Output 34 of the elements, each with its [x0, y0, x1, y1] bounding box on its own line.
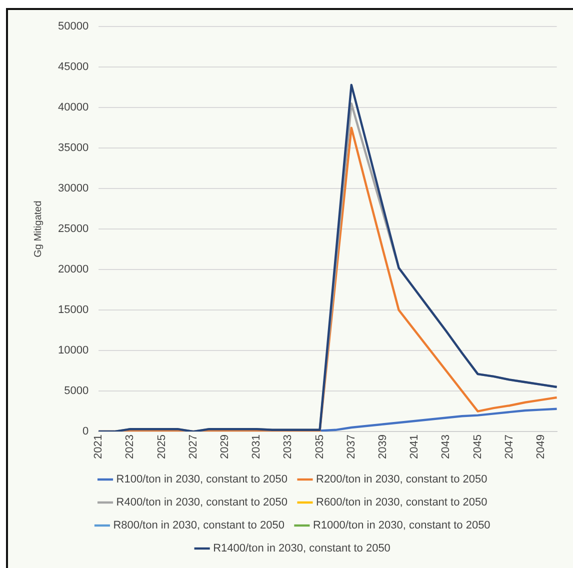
y-tick-label: 40000 — [58, 102, 89, 114]
y-tick-label: 10000 — [58, 344, 89, 357]
y-tick-label: 0 — [82, 426, 89, 438]
x-tick-label: 2037 — [345, 434, 358, 460]
y-tick-label: 50000 — [58, 20, 89, 33]
x-tick-label: 2041 — [408, 434, 421, 460]
y-tick-label: 20000 — [58, 264, 89, 276]
x-tick-label: 2045 — [472, 434, 484, 460]
y-tick-label: 30000 — [58, 182, 89, 195]
x-tick-label: 2043 — [440, 434, 452, 460]
x-tick-label: 2049 — [535, 434, 548, 460]
x-tick-label: 2047 — [503, 434, 516, 460]
y-tick-label: 15000 — [58, 304, 89, 316]
x-tick-label: 2023 — [124, 434, 136, 460]
legend-label: R200/ton in 2030, constant to 2050 — [316, 474, 488, 486]
x-tick-label: 2029 — [219, 434, 232, 460]
x-tick-label: 2031 — [250, 434, 263, 460]
x-tick-label: 2027 — [187, 434, 200, 460]
x-tick-label: 2021 — [92, 434, 105, 460]
legend-label: R800/ton in 2030, constant to 2050 — [113, 520, 284, 532]
y-axis-title: Gg Mitigated — [32, 200, 44, 258]
legend-label: R1400/ton in 2030, constant to 2050 — [213, 542, 390, 555]
legend-label: R1000/ton in 2030, constant to 2050 — [312, 520, 490, 532]
x-tick-label: 2035 — [314, 434, 326, 460]
y-tick-label: 45000 — [58, 61, 89, 74]
legend-label: R400/ton in 2030, constant to 2050 — [116, 496, 288, 509]
x-tick-label: 2025 — [156, 434, 168, 460]
legend-label: R100/ton in 2030, constant to 2050 — [116, 474, 288, 486]
x-tick-label: 2033 — [282, 434, 294, 460]
y-tick-label: 35000 — [58, 142, 89, 154]
y-tick-label: 5000 — [64, 385, 89, 398]
legend-label: R600/ton in 2030, constant to 2050 — [316, 496, 488, 509]
x-tick-label: 2039 — [377, 434, 390, 460]
y-tick-label: 25000 — [58, 223, 89, 236]
